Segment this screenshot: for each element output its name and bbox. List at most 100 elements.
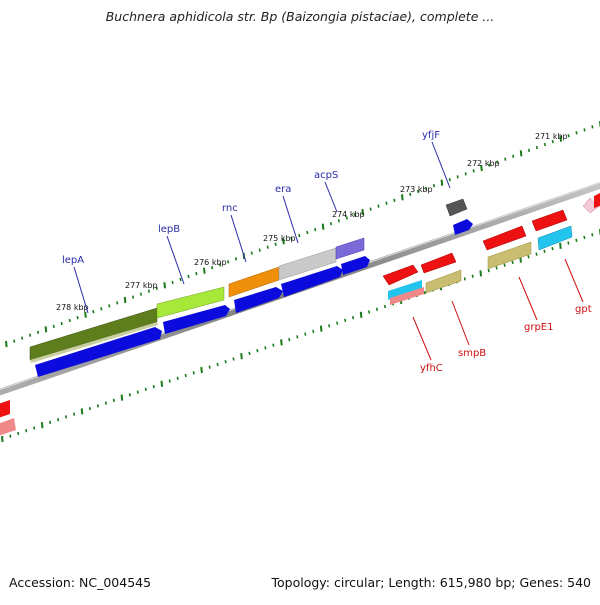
ruler-label-272kbp: 272 kbp <box>467 159 500 168</box>
gene-edge-red[interactable] <box>594 193 600 208</box>
ruler-tick-outer <box>456 175 459 179</box>
gene-grpE1-olive[interactable] <box>487 241 532 270</box>
ruler-tick-outer <box>203 267 206 274</box>
ruler-tick-inner <box>511 260 514 265</box>
gene-label-era[interactable]: era <box>275 184 291 195</box>
gene-label-rnc[interactable]: rnc <box>222 203 238 214</box>
ruler-tick-inner <box>57 418 60 422</box>
gene-acpS[interactable] <box>335 237 365 260</box>
gene-yfjF[interactable] <box>445 198 468 217</box>
ruler-tick-outer <box>100 307 103 311</box>
ruler-tick-outer <box>187 274 190 279</box>
ruler-tick-inner <box>144 387 147 391</box>
ruler-label-274kbp: 274 kbp <box>332 210 365 219</box>
gene-label-lepB[interactable]: lepB <box>158 224 180 235</box>
ruler-tick-inner <box>216 362 219 367</box>
ruler-tick-outer <box>60 321 63 326</box>
ruler-tick-inner <box>96 404 100 408</box>
gene-left-pink[interactable] <box>0 418 16 437</box>
ruler-label-278kbp: 278 kbp <box>56 303 89 312</box>
ruler-tick-outer <box>179 277 182 282</box>
ruler-tick-outer <box>329 222 333 226</box>
leader-rnc <box>230 214 247 263</box>
ruler-tick-inner <box>88 406 92 411</box>
ruler-tick-outer <box>44 326 48 333</box>
cds-block[interactable] <box>453 219 473 235</box>
ruler-tick-outer <box>306 230 309 235</box>
gene-gpt[interactable] <box>531 209 568 232</box>
cds-block[interactable] <box>341 256 370 275</box>
ruler-tick-outer <box>76 315 79 320</box>
ruler-tick-outer <box>36 330 40 334</box>
gene-label-yfjF[interactable]: yfjF <box>422 130 440 141</box>
ruler-tick-outer <box>266 245 269 249</box>
gene-lepA-shadow <box>30 322 158 363</box>
cds-block[interactable] <box>163 305 230 334</box>
gene-yfhC[interactable] <box>382 264 419 286</box>
ruler-tick-outer <box>551 139 554 144</box>
ruler-tick-outer <box>417 189 420 194</box>
ruler-tick-outer <box>512 154 515 158</box>
ruler-tick-outer <box>583 128 586 132</box>
ruler-tick-outer <box>480 164 483 172</box>
ruler-tick-inner <box>184 373 187 378</box>
gene-smpB-olive[interactable] <box>425 269 462 294</box>
ruler-tick-inner <box>65 415 68 419</box>
cds-block[interactable] <box>234 287 283 313</box>
gene-edge-pink[interactable] <box>582 197 599 214</box>
ruler-tick-outer <box>559 135 562 142</box>
ruler-tick-outer <box>227 260 230 264</box>
gene-lepB[interactable] <box>156 286 225 319</box>
ruler-tick-outer <box>147 289 150 293</box>
ruler-tick-inner <box>248 351 251 356</box>
gene-label-smpB[interactable]: smpB <box>458 348 486 359</box>
ruler-tick-inner <box>336 321 339 325</box>
ruler-tick-inner <box>9 434 12 438</box>
gene-gpt-cyan[interactable] <box>537 225 573 251</box>
ruler-tick-inner <box>112 398 115 403</box>
ruler-tick-outer <box>535 145 538 150</box>
ruler-tick-outer <box>432 183 436 188</box>
ruler-label-271kbp: 271 kbp <box>535 132 568 141</box>
leader-era <box>282 195 299 244</box>
gene-yfhC-cyan[interactable] <box>388 280 422 300</box>
leader-gpt <box>564 258 584 303</box>
gene-era[interactable] <box>278 247 337 281</box>
ruler-tick-outer <box>591 125 594 129</box>
cds-block[interactable] <box>35 327 162 377</box>
leader-lepB <box>166 235 185 285</box>
gene-label-yfhC[interactable]: yfhC <box>420 363 443 374</box>
gene-smpB[interactable] <box>420 252 457 274</box>
ruler-tick-inner <box>264 346 267 350</box>
ruler-tick-outer <box>377 204 380 208</box>
gene-label-lepA[interactable]: lepA <box>62 255 84 266</box>
ruler-tick-inner <box>479 270 482 277</box>
ruler-tick-outer <box>195 271 198 276</box>
ruler-tick-outer <box>314 227 317 232</box>
ruler-tick-inner <box>503 263 506 267</box>
ruler-tick-outer <box>282 238 285 245</box>
gene-label-gpt[interactable]: gpt <box>575 304 592 315</box>
ruler-tick-outer <box>504 157 507 161</box>
gene-label-acpS[interactable]: acpS <box>314 170 338 181</box>
ruler-tick-outer <box>155 286 158 290</box>
gene-grpE1[interactable] <box>482 225 527 251</box>
gene-yfhC-pink[interactable] <box>390 287 424 305</box>
ruler-tick-inner <box>240 353 243 360</box>
ruler-tick-inner <box>152 384 155 389</box>
cds-block[interactable] <box>281 266 343 297</box>
ruler-tick-inner <box>487 268 490 273</box>
ruler-tick-inner <box>383 304 387 309</box>
ruler-label-276kbp: 276 kbp <box>194 258 227 267</box>
ruler-tick-inner <box>375 307 379 311</box>
ruler-tick-outer <box>464 172 467 176</box>
gene-left-red[interactable] <box>0 400 10 419</box>
ruler-tick-outer <box>163 282 166 289</box>
ruler-tick-inner <box>535 252 538 256</box>
ruler-tick-inner <box>423 291 426 295</box>
ruler-tick-inner <box>208 365 211 369</box>
gene-label-grpE1[interactable]: grpE1 <box>524 322 554 333</box>
ruler-tick-outer <box>13 339 16 343</box>
ruler-tick-outer <box>52 324 55 329</box>
